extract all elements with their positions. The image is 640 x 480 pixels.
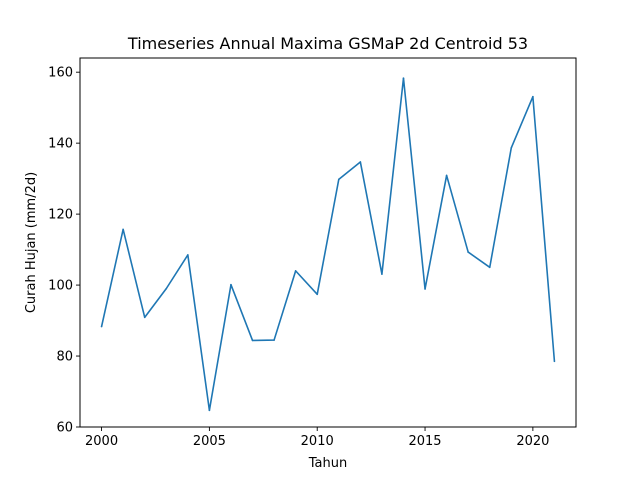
y-axis: 60 80 100 120 140 160 [48,66,80,436]
data-point [273,339,275,341]
data-point [402,77,405,80]
y-tick-label: 60 [56,421,73,436]
data-point [122,228,124,231]
x-tick-label: 2015 [408,434,441,449]
x-tick-label: 2000 [85,434,118,449]
data-point [553,360,556,363]
plot-frame [79,57,577,428]
data-point [488,266,491,269]
series-line-0 [100,77,556,412]
y-tick-label: 100 [48,279,73,294]
data-point [510,146,513,149]
data-point [381,273,383,275]
data-point [532,95,534,98]
x-axis: 2000 2005 2010 2015 2020 [85,427,549,449]
data-point [337,178,340,181]
y-tick-label: 120 [48,208,73,223]
data-point [359,161,362,163]
x-tick-label: 2005 [193,434,226,449]
data-point [187,254,189,256]
x-tick-label: 2010 [301,434,334,449]
data-point [251,339,254,342]
data-point [100,325,103,328]
data-point [467,251,469,253]
data-point [445,174,448,177]
data-point [165,287,168,290]
y-tick-label: 80 [56,350,73,365]
data-point [143,316,146,319]
x-tick-label: 2020 [516,434,549,449]
y-tick-label: 160 [48,66,73,81]
chart-title: Timeseries Annual Maxima GSMaP 2d Centro… [127,34,528,53]
data-point [424,288,426,290]
y-axis-label: Curah Hujan (mm/2d) [24,172,39,313]
data-point [316,293,319,296]
x-axis-label: Tahun [308,456,347,471]
y-tick-label: 140 [48,137,73,152]
data-point [208,409,211,412]
data-point [230,283,232,286]
data-point [294,270,297,272]
plot-content [100,77,556,412]
